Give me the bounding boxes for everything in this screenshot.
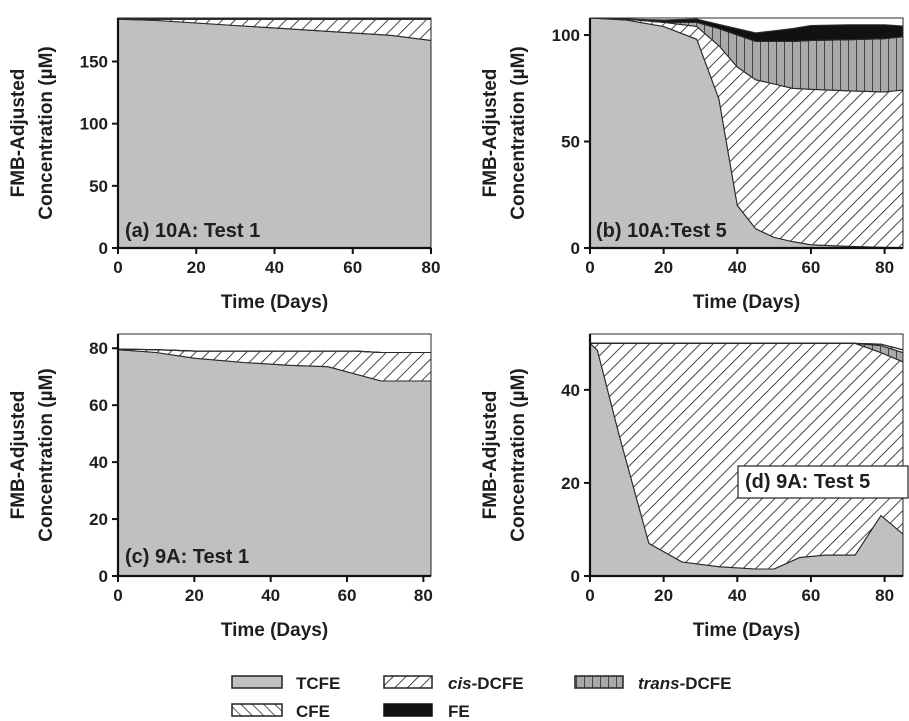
panel-c-ytick-label: 80	[89, 339, 108, 358]
panel-c: 0 20 40 60 80 0 20 40 60 80 Time (Days) FMB-Adjuste…	[8, 333, 433, 641]
panel-c-areas	[118, 348, 431, 576]
panel-b-xtick-label: 60	[801, 258, 820, 277]
panel-d-ytick-label: 40	[561, 381, 580, 400]
legend-item-fe: FE	[383, 702, 470, 721]
panel-a-ytick-label: 50	[89, 177, 108, 196]
panel-a-ytick-label: 0	[99, 239, 108, 258]
panel-a-ylabel-line-2: Concentration (µM)	[36, 46, 57, 220]
panel-d-label-box	[737, 465, 909, 499]
panel-d-xtick-label: 0	[585, 586, 594, 605]
panel-c-ylabel-line-2: Concentration (µM)	[36, 368, 57, 542]
panel-c-ytick-label: 60	[89, 396, 108, 415]
panel-d-ylabel-line-2: Concentration (µM)	[508, 368, 529, 542]
legend-item-cfe: CFE	[231, 702, 330, 721]
panel-b-ylabel-line-1: FMB-Adjusted	[480, 69, 501, 198]
legend-item-cis-dcfe: cis-DCFE	[383, 674, 524, 693]
panel-b: 0 50 100 0 20 40 60 80 Time (Days) FMB-Adjusted Co…	[480, 17, 904, 313]
panel-a-areas	[118, 18, 431, 248]
panel-c-area-fe	[118, 348, 431, 354]
panel-c-ytick-label: 20	[89, 510, 108, 529]
panel-c-xtick-label: 20	[185, 586, 204, 605]
panel-b-area-fe	[590, 18, 903, 42]
legend-label-fe: FE	[448, 702, 470, 721]
legend-item-trans-dcfe: trans-DCFE	[574, 674, 732, 693]
legend-label-tcfe: TCFE	[296, 674, 340, 693]
panel-b-xtick-label: 20	[654, 258, 673, 277]
legend-label-trans-suffix: -DCFE	[680, 674, 732, 693]
legend-label-cis-suffix: -DCFE	[472, 674, 524, 693]
panel-c-xtick-label: 40	[261, 586, 280, 605]
panel-a-xtick-label: 80	[422, 258, 441, 277]
panel-c-xtick-label: 80	[414, 586, 433, 605]
panel-b-areas	[590, 18, 903, 248]
svg-text:cis-DCFE: cis-DCFE	[448, 674, 524, 693]
panel-a: 0 50 100 150 0 20 40 60 80 Time (Days) FMB-Adjuste…	[8, 17, 441, 313]
svg-text:TCFE: TCFE	[296, 674, 340, 693]
legend-label-cfe: CFE	[296, 702, 330, 721]
panel-a-panel-label: (a) 10A: Test 1	[125, 220, 260, 242]
legend-swatch-cfe	[231, 703, 283, 717]
panel-b-ytick-label: 0	[571, 239, 580, 258]
panel-c-xlabel: Time (Days)	[221, 620, 328, 641]
legend-label-trans-italic: trans	[638, 674, 680, 693]
panel-a-xlabel: Time (Days)	[221, 292, 328, 313]
legend-swatch-fe	[383, 703, 433, 717]
panel-a-ytick-label: 100	[80, 115, 108, 134]
panel-b-ytick-label: 50	[561, 133, 580, 152]
panel-a-xtick-label: 40	[265, 258, 284, 277]
panel-c-ylabel-line-1: FMB-Adjusted	[8, 391, 29, 520]
panel-a-xtick-label: 0	[113, 258, 122, 277]
svg-text:FE: FE	[448, 702, 470, 721]
panel-d-areas	[590, 342, 903, 576]
legend-swatch-trans-dcfe	[574, 675, 624, 689]
panel-a-ylabel-line-1: FMB-Adjusted	[8, 69, 29, 198]
svg-text:trans-DCFE: trans-DCFE	[638, 674, 732, 693]
panel-c-panel-label: (c) 9A: Test 1	[125, 546, 249, 568]
panel-d-xtick-label: 20	[654, 586, 673, 605]
legend-swatch-cis-dcfe	[383, 675, 433, 689]
panel-a-xtick-label: 20	[187, 258, 206, 277]
panel-d-panel-label: (d) 9A: Test 5	[745, 471, 870, 493]
panel-d-xtick-label: 80	[875, 586, 894, 605]
panel-d-ylabel-line-1: FMB-Adjusted	[480, 391, 501, 520]
legend-label-cis-italic: cis	[448, 674, 472, 693]
panel-d-ytick-label: 20	[561, 474, 580, 493]
panel-c-xtick-label: 0	[113, 586, 122, 605]
panel-d-xlabel: Time (Days)	[693, 620, 800, 641]
panel-d-xtick-label: 60	[801, 586, 820, 605]
panel-b-panel-label: (b) 10A:Test 5	[596, 220, 727, 242]
panel-d-xtick-label: 40	[728, 586, 747, 605]
panel-b-xtick-label: 80	[875, 258, 894, 277]
panel-b-ytick-label: 100	[552, 26, 580, 45]
panel-b-ylabel-line-2: Concentration (µM)	[508, 46, 529, 220]
panel-c-xtick-label: 60	[338, 586, 357, 605]
panel-c-ytick-label: 0	[99, 567, 108, 586]
legend-swatch-tcfe	[231, 675, 283, 689]
panel-c-ytick-label: 40	[89, 453, 108, 472]
panel-d-area-fe	[590, 342, 903, 351]
panel-a-ytick-label: 150	[80, 53, 108, 72]
panel-a-xtick-label: 60	[343, 258, 362, 277]
panel-b-xtick-label: 0	[585, 258, 594, 277]
panel-b-xtick-label: 40	[728, 258, 747, 277]
panel-b-xlabel: Time (Days)	[693, 292, 800, 313]
svg-text:CFE: CFE	[296, 702, 330, 721]
panel-d-ytick-label: 0	[571, 567, 580, 586]
legend-item-tcfe: TCFE	[231, 674, 340, 693]
panel-d: 0 20 40 0 20 40 60 80 Time (Days) FMB-Adjusted Con…	[480, 333, 909, 641]
